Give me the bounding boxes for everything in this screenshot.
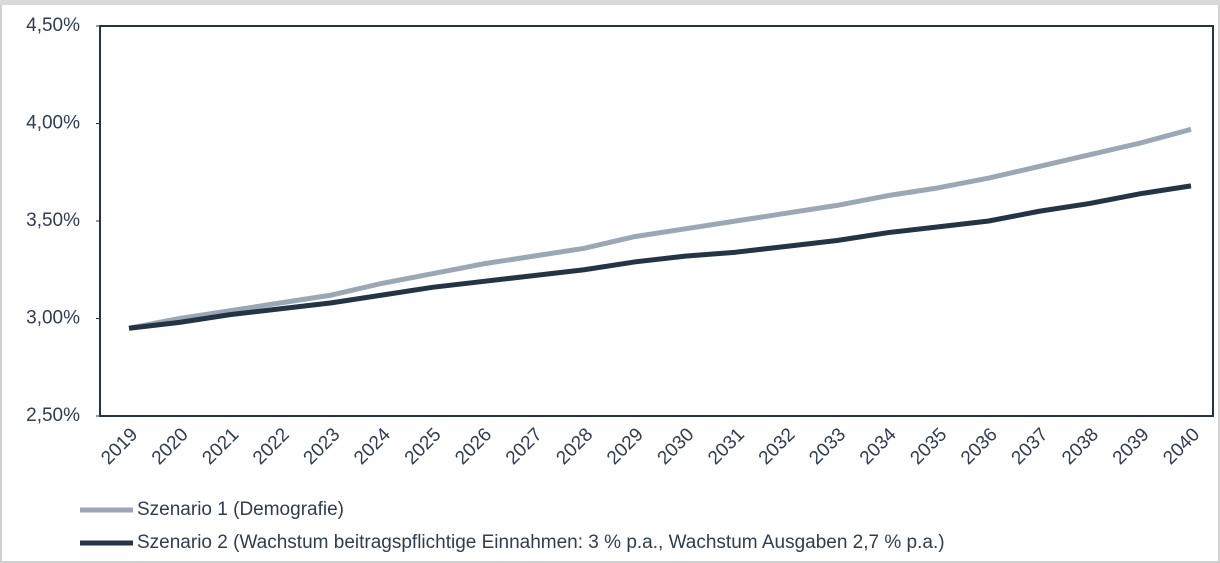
y-tick-label: 3,50%: [26, 210, 80, 231]
y-tick-label: 3,00%: [26, 308, 80, 329]
legend-label: Szenario 1 (Demografie): [137, 499, 344, 520]
top-band: [0, 0, 1220, 5]
y-tick-label: 4,00%: [26, 113, 80, 134]
legend-label: Szenario 2 (Wachstum beitragspflichtige …: [137, 532, 945, 553]
y-tick-label: 4,50%: [26, 15, 80, 36]
series-line: [128, 183, 1192, 331]
series-line: [128, 126, 1192, 331]
y-tick-label: 2,50%: [26, 405, 80, 426]
